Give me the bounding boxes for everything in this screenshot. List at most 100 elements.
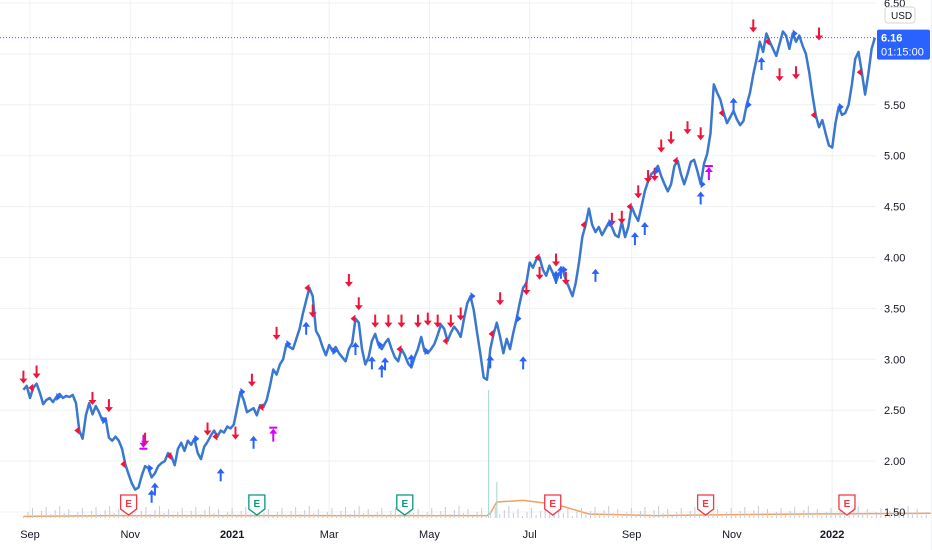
up-arrow-marker-head [729,97,738,103]
price-series [22,30,877,491]
last-price-tag[interactable]: 6.16 01:15:00 [877,29,930,60]
triangle-marker [240,387,246,396]
up-arrow-marker [729,97,738,111]
y-tick-label: 6.50 [884,0,905,10]
up-arrow-marker [302,321,311,335]
down-arrow-marker [247,373,256,387]
triangle-marker [654,166,660,175]
up-arrow-marker-head [367,356,376,362]
triangle-marker [74,426,80,435]
down-arrow-marker-head [552,261,561,267]
up-arrow-marker [351,342,360,356]
down-arrow-marker [535,266,544,280]
down-arrow-marker-head [247,381,256,387]
down-arrow-marker-head [231,434,240,440]
y-tick-label: 3.00 [884,354,905,366]
down-arrow-marker [522,282,531,296]
down-arrow-marker [371,314,380,328]
down-arrow-marker [384,314,393,328]
triangle-marker [718,108,724,117]
triangle-marker [470,292,476,301]
magenta-arrow-marker [269,426,278,442]
y-tick-label: 5.50 [884,100,905,112]
down-arrow-marker [644,170,653,184]
triangle-marker [580,220,586,229]
x-tick-label: Sep [622,529,642,541]
down-arrow-marker-head [792,74,801,80]
earnings-badge-letter: E [401,499,408,510]
earnings-badge-shape [696,494,715,516]
earnings-badge: E [248,494,266,516]
volume-pane [22,390,931,518]
last-price-value: 6.16 [881,33,902,45]
triangle-marker [148,464,154,473]
up-arrow-marker [591,268,600,282]
down-arrow-marker [667,131,676,145]
down-arrow-marker-head [535,274,544,280]
x-tick-label: Nov [722,529,742,541]
triangle-marker [700,180,706,189]
earnings-badge: E [838,494,856,516]
down-arrow-marker-head [354,305,363,311]
y-tick-label: 5.00 [884,151,905,163]
triangle-marker [332,347,338,356]
down-arrow-marker [552,253,561,267]
y-tick-label: 3.50 [884,303,905,315]
down-arrow-marker [634,185,643,199]
y-tick-label: 4.00 [884,253,905,265]
down-arrow-marker-head [561,279,570,285]
magenta-arrow-marker [139,434,148,450]
down-arrow-marker-head [32,373,41,379]
down-arrow-marker-head [749,27,758,33]
currency-badge[interactable]: USD [884,6,916,24]
triangle-marker [258,403,264,412]
triangle-marker [28,383,34,392]
up-arrow-marker-head [147,489,156,495]
triangle-marker [838,102,844,111]
magenta-arrow-marker-head [269,428,278,434]
earnings-badge-letter: E [254,499,261,510]
x-tick-label: Sep [20,529,40,541]
down-arrow-marker [456,307,465,321]
up-arrow-marker [552,270,561,284]
down-arrow-marker [272,326,281,340]
down-arrow-marker-head [634,193,643,199]
down-arrow-marker [423,312,432,326]
earnings-badge: E [396,494,414,516]
up-arrow-marker [216,468,225,482]
down-arrow-marker-head [371,322,380,328]
down-arrow-marker [496,292,505,306]
down-arrow-marker-head [775,76,784,82]
down-arrow-marker [775,68,784,82]
y-tick-label: 1.50 [884,507,905,519]
signal-markers [19,19,862,503]
triangle-marker [792,29,798,38]
up-arrow-marker [519,356,528,370]
down-arrow-marker-head [496,300,505,306]
earnings-badge-letter: E [844,499,851,510]
down-arrow-marker-head [203,430,212,436]
down-arrow-marker [354,297,363,311]
up-arrow-marker-head [381,357,390,363]
magenta-arrow-marker-head [139,442,148,448]
down-arrow-marker-head [88,399,97,405]
down-arrow-marker [231,426,240,440]
up-arrow-marker [486,355,495,369]
down-arrow-marker-head [423,320,432,326]
up-arrow-marker-head [630,232,639,238]
down-arrow-marker-head [650,176,659,182]
earnings-badge-letter: E [702,499,709,510]
last-price-tag-bg [877,29,930,60]
up-arrow-marker-head [377,364,386,370]
up-arrow-marker [377,364,386,378]
down-arrow-marker-head [344,281,353,287]
triangle-marker [626,202,632,211]
down-arrow-marker [88,391,97,405]
x-axis: Sep Nov 2021 Mar May Jul Sep Nov 2022 [20,529,844,541]
down-arrow-marker [696,127,705,141]
earnings-badge-shape [396,494,414,516]
down-arrow-marker-head [657,147,666,153]
triangle-marker [378,341,384,350]
triangle-marker [194,434,200,443]
